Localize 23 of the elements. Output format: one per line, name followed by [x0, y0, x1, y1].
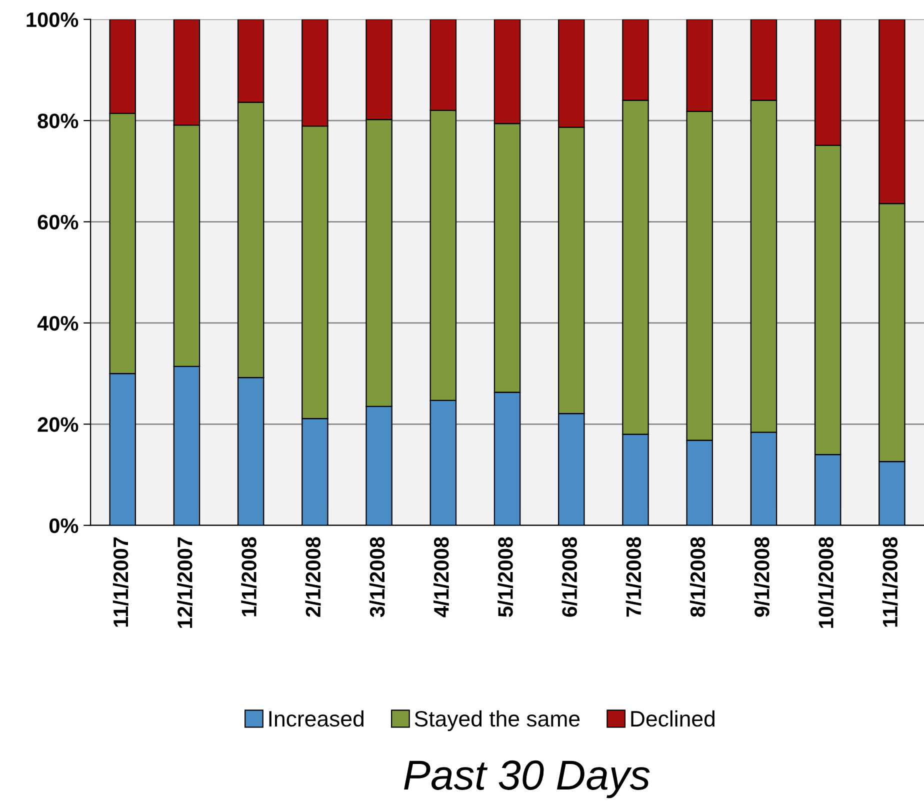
text: Past 30 Days: [404, 760, 650, 798]
x-tick-label: 7/1/2008: [626, 537, 642, 617]
x-tick-label: 6/1/2008: [562, 537, 578, 617]
legend-label: Stayed the same: [414, 710, 580, 732]
legend-label: Increased: [269, 710, 364, 727]
x-tick-label: 12/1/2007: [177, 537, 193, 628]
y-tick-label: 80%: [38, 114, 78, 128]
x-tick-label: 9/1/2008: [754, 537, 770, 617]
y-tick-label: 20%: [38, 417, 78, 432]
y-tick-label: 100%: [26, 12, 78, 28]
x-tick-label: 11/1/2007: [112, 537, 128, 627]
x-tick-label: 11/1/2008: [882, 537, 898, 627]
x-tick-label: 10/1/2008: [818, 537, 834, 628]
x-tick-label: 5/1/2008: [498, 537, 514, 617]
x-tick-label: 4/1/2008: [433, 537, 449, 618]
x-tick-label: 1/1/2008: [241, 537, 257, 616]
y-tick-label: 60%: [38, 214, 78, 230]
legend-label: Declined: [631, 710, 714, 727]
x-tick-label: 2/1/2008: [305, 537, 321, 617]
x-tick-label: 3/1/2008: [369, 537, 385, 618]
x-tick-label: 8/1/2008: [690, 537, 706, 617]
y-tick-label: 40%: [37, 316, 78, 331]
y-tick-label: 0%: [49, 518, 78, 534]
